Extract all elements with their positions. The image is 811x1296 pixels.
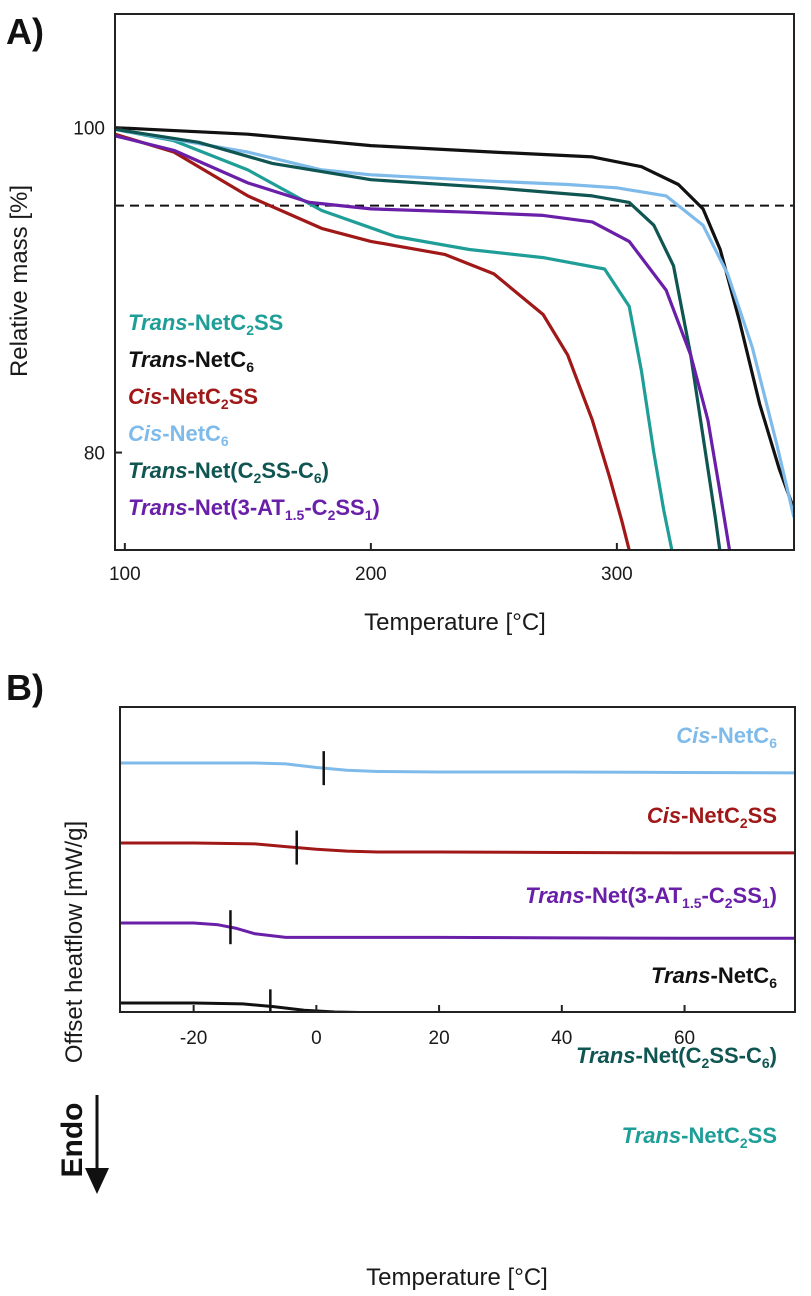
- panel-b-x-axis-label: Temperature [°C]: [366, 1264, 548, 1291]
- tga-series-line-5: [115, 127, 722, 550]
- x-tick-label: -20: [180, 1028, 207, 1049]
- panel-a-label: A): [6, 11, 44, 52]
- x-tick-label: 40: [551, 1028, 572, 1049]
- panel-b-chart: -20 0 20 40 60 Cis-NetC6 Cis-NetC2SS Trans-Net…: [119, 706, 796, 1173]
- legend-entry-2: Trans-NetC6: [128, 347, 254, 375]
- legend-entry-1: Trans-NetC2SS: [128, 310, 283, 338]
- panel-a-chart: 100 200 300 80 100 Trans-NetC2SS Trans-NetC6 C…: [73, 13, 795, 585]
- endo-annotation: Endo: [56, 1103, 89, 1178]
- dsc-series-line-5: [120, 1083, 795, 1093]
- dsc-series-line-1: [120, 761, 795, 775]
- x-tick-label: 300: [601, 564, 633, 585]
- endo-arrow-icon: [85, 1095, 109, 1194]
- x-tick-label: 100: [109, 564, 141, 585]
- x-tick-label: 60: [674, 1028, 695, 1049]
- dsc-series-label-3: Trans-Net(3-AT1.5-C2SS1): [525, 883, 777, 911]
- dsc-series-line-2: [120, 841, 795, 855]
- dsc-series-line-6: [120, 1163, 795, 1173]
- panel-a-x-axis-label: Temperature [°C]: [364, 609, 546, 636]
- dsc-series-line-4: [120, 1001, 593, 1012]
- panel-a-y-axis-label: Relative mass [%]: [6, 185, 33, 377]
- tga-series-line-4: [115, 127, 794, 518]
- dsc-series-label-5: Trans-Net(C2SS-C6): [576, 1043, 777, 1071]
- y-tick-label: 80: [84, 444, 105, 465]
- x-tick-label: 200: [355, 564, 387, 585]
- dsc-series-line-3: [120, 921, 795, 940]
- legend-entry-3: Cis-NetC2SS: [128, 384, 258, 412]
- dsc-series-label-2: Cis-NetC2SS: [647, 803, 777, 831]
- panel-b-label: B): [6, 667, 44, 708]
- panel-b-y-axis-label: Offset heatflow [mW/g]: [61, 821, 88, 1063]
- x-tick-label: 20: [429, 1028, 450, 1049]
- panel-a-frame: [114, 13, 795, 551]
- panel-b-series-labels: Cis-NetC6 Cis-NetC2SS Trans-Net(3-AT1.5-C2…: [525, 723, 777, 1151]
- dsc-series-label-1: Cis-NetC6: [676, 723, 777, 751]
- tga-series-line-6: [115, 134, 732, 550]
- panel-a-legend: Trans-NetC2SS Trans-NetC6 Cis-NetC2SS Cis-N…: [128, 310, 380, 523]
- legend-entry-6: Trans-Net(3-AT1.5-C2SS1): [128, 495, 380, 523]
- tga-series-line-2: [115, 126, 794, 510]
- dsc-series-label-4: Trans-NetC6: [651, 963, 777, 991]
- tga-series-line-3: [115, 132, 631, 550]
- dsc-series-label-6: Trans-NetC2SS: [622, 1123, 777, 1151]
- legend-entry-4: Cis-NetC6: [128, 421, 229, 449]
- legend-entry-5: Trans-Net(C2SS-C6): [128, 458, 329, 486]
- tga-series-line-1: [115, 127, 674, 550]
- panel-b-frame: [119, 706, 796, 1013]
- x-tick-label: 0: [311, 1028, 322, 1049]
- y-tick-label: 100: [73, 119, 105, 140]
